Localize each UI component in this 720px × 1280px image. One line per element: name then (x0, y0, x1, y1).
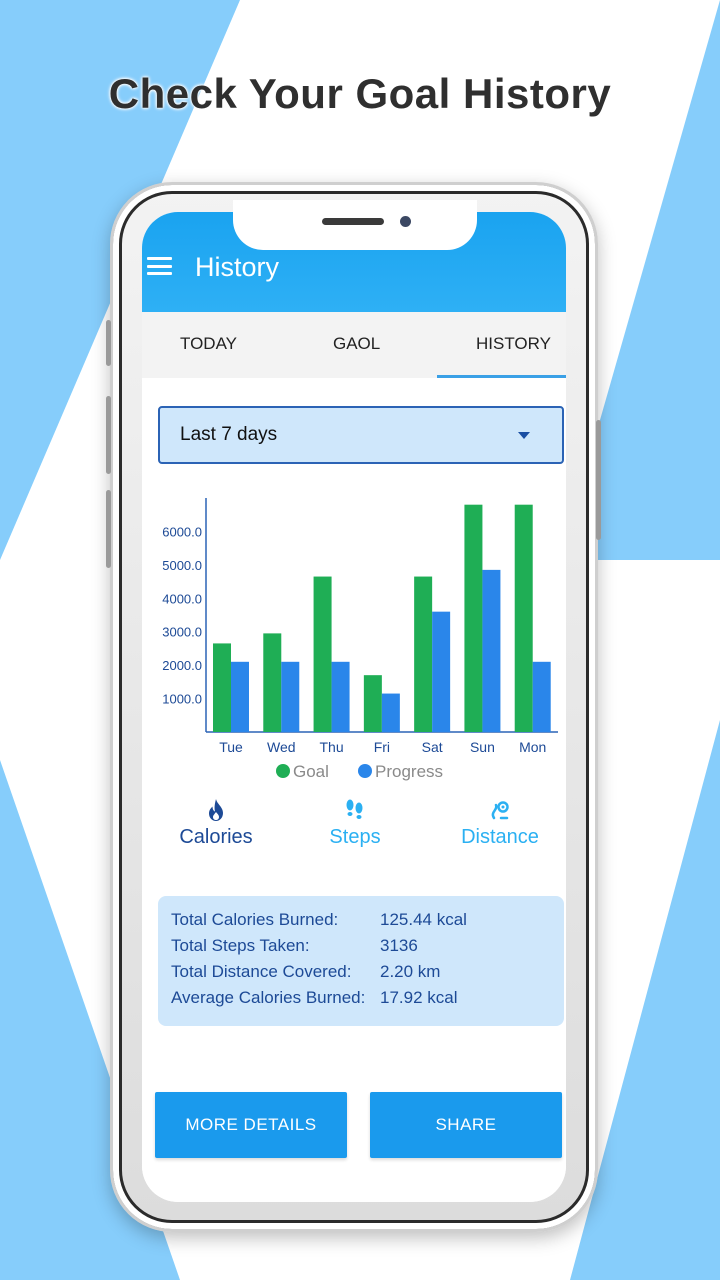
summary-steps-label: Total Steps Taken: (171, 936, 310, 955)
tab-history[interactable]: HISTORY (476, 334, 551, 353)
x-tick-label: Tue (219, 739, 243, 755)
date-range-value: Last 7 days (180, 424, 278, 445)
metric-distance-label: Distance (461, 826, 539, 848)
x-tick-label: Fri (374, 739, 390, 755)
summary-card: Total Calories Burned: 125.44 kcal Total… (158, 896, 564, 1026)
bar-goal-thu (313, 576, 332, 732)
bar-progress-mon (532, 661, 551, 732)
footsteps-icon (346, 799, 363, 819)
phone-mute-button (106, 320, 111, 366)
tab-indicator (437, 375, 566, 378)
hamburger-menu-icon[interactable] (147, 257, 172, 275)
bar-progress-tue (231, 661, 249, 732)
metric-distance[interactable]: Distance (452, 798, 548, 849)
legend-label-goal: Goal (293, 762, 329, 781)
summary-calories-value: 125.44 kcal (380, 910, 467, 929)
tab-today[interactable]: TODAY (180, 334, 237, 353)
y-tick-label: 4000.0 (162, 591, 202, 606)
front-camera (400, 216, 411, 227)
app-title: History (195, 252, 280, 282)
bar-progress-wed (281, 661, 300, 732)
x-tick-label: Sat (422, 739, 443, 755)
phone-speaker (322, 218, 384, 225)
metric-calories-label: Calories (179, 826, 253, 848)
promo-headline: Check Your Goal History (108, 70, 612, 117)
legend-label-progress: Progress (375, 762, 443, 781)
share-button[interactable]: SHARE (370, 1092, 562, 1158)
legend-marker-progress (358, 764, 372, 778)
bar-goal-mon (514, 504, 533, 732)
bar-goal-tue (213, 643, 231, 732)
y-tick-label: 2000.0 (162, 658, 202, 673)
summary-calories-label: Total Calories Burned: (171, 910, 339, 929)
summary-avg-calories-label: Average Calories Burned: (171, 988, 366, 1007)
metric-calories[interactable]: Calories (176, 798, 256, 849)
chart-svg: 1000.0 2000.0 3000.0 4000.0 5000.0 6000.0 Tue W… (162, 498, 558, 781)
tab-bar: TODAY GAOL HISTORY (142, 312, 566, 378)
summary-avg-calories-value: 17.92 kcal (380, 988, 458, 1007)
summary-distance-value: 2.20 km (380, 962, 441, 981)
summary-distance-label: Total Distance Covered: (171, 962, 352, 981)
x-tick-label: Mon (519, 739, 546, 755)
metric-steps[interactable]: Steps (320, 798, 390, 849)
bar-goal-fri (363, 675, 382, 732)
app-screen: History TODAY GAOL HISTORY Last 7 days 1… (142, 212, 566, 1202)
y-tick-label: 6000.0 (162, 524, 202, 539)
bar-progress-fri (381, 693, 400, 732)
x-tick-label: Sun (470, 739, 495, 755)
date-range-select[interactable]: Last 7 days (158, 406, 564, 464)
phone-power-button (596, 420, 601, 540)
x-tick-label: Thu (320, 739, 344, 755)
history-bar-chart: 1000.0 2000.0 3000.0 4000.0 5000.0 6000.0 Tue W… (142, 488, 566, 788)
tab-goal[interactable]: GAOL (333, 334, 381, 353)
y-tick-label: 1000.0 (162, 692, 202, 707)
phone-notch (233, 200, 477, 250)
y-tick-label: 3000.0 (162, 625, 202, 640)
summary-steps-value: 3136 (380, 936, 418, 955)
phone-volume-up-button (106, 396, 111, 474)
bar-progress-thu (331, 661, 350, 732)
bar-progress-sat (432, 611, 451, 732)
route-icon (491, 801, 509, 820)
phone-volume-down-button (106, 490, 111, 568)
flame-icon (209, 799, 223, 821)
x-tick-label: Wed (267, 739, 296, 755)
bar-goal-wed (263, 633, 282, 732)
y-tick-label: 5000.0 (162, 558, 202, 573)
bar-progress-sun (482, 569, 501, 732)
chevron-down-icon (518, 432, 530, 439)
more-details-button[interactable]: MORE DETAILS (155, 1092, 347, 1158)
legend-marker-goal (276, 764, 290, 778)
bar-goal-sat (414, 576, 433, 732)
bar-goal-sun (464, 504, 483, 732)
history-content: Last 7 days 1000.0 2000.0 3000.0 4000.0 5000… (142, 378, 566, 1202)
metric-steps-label: Steps (329, 826, 381, 848)
